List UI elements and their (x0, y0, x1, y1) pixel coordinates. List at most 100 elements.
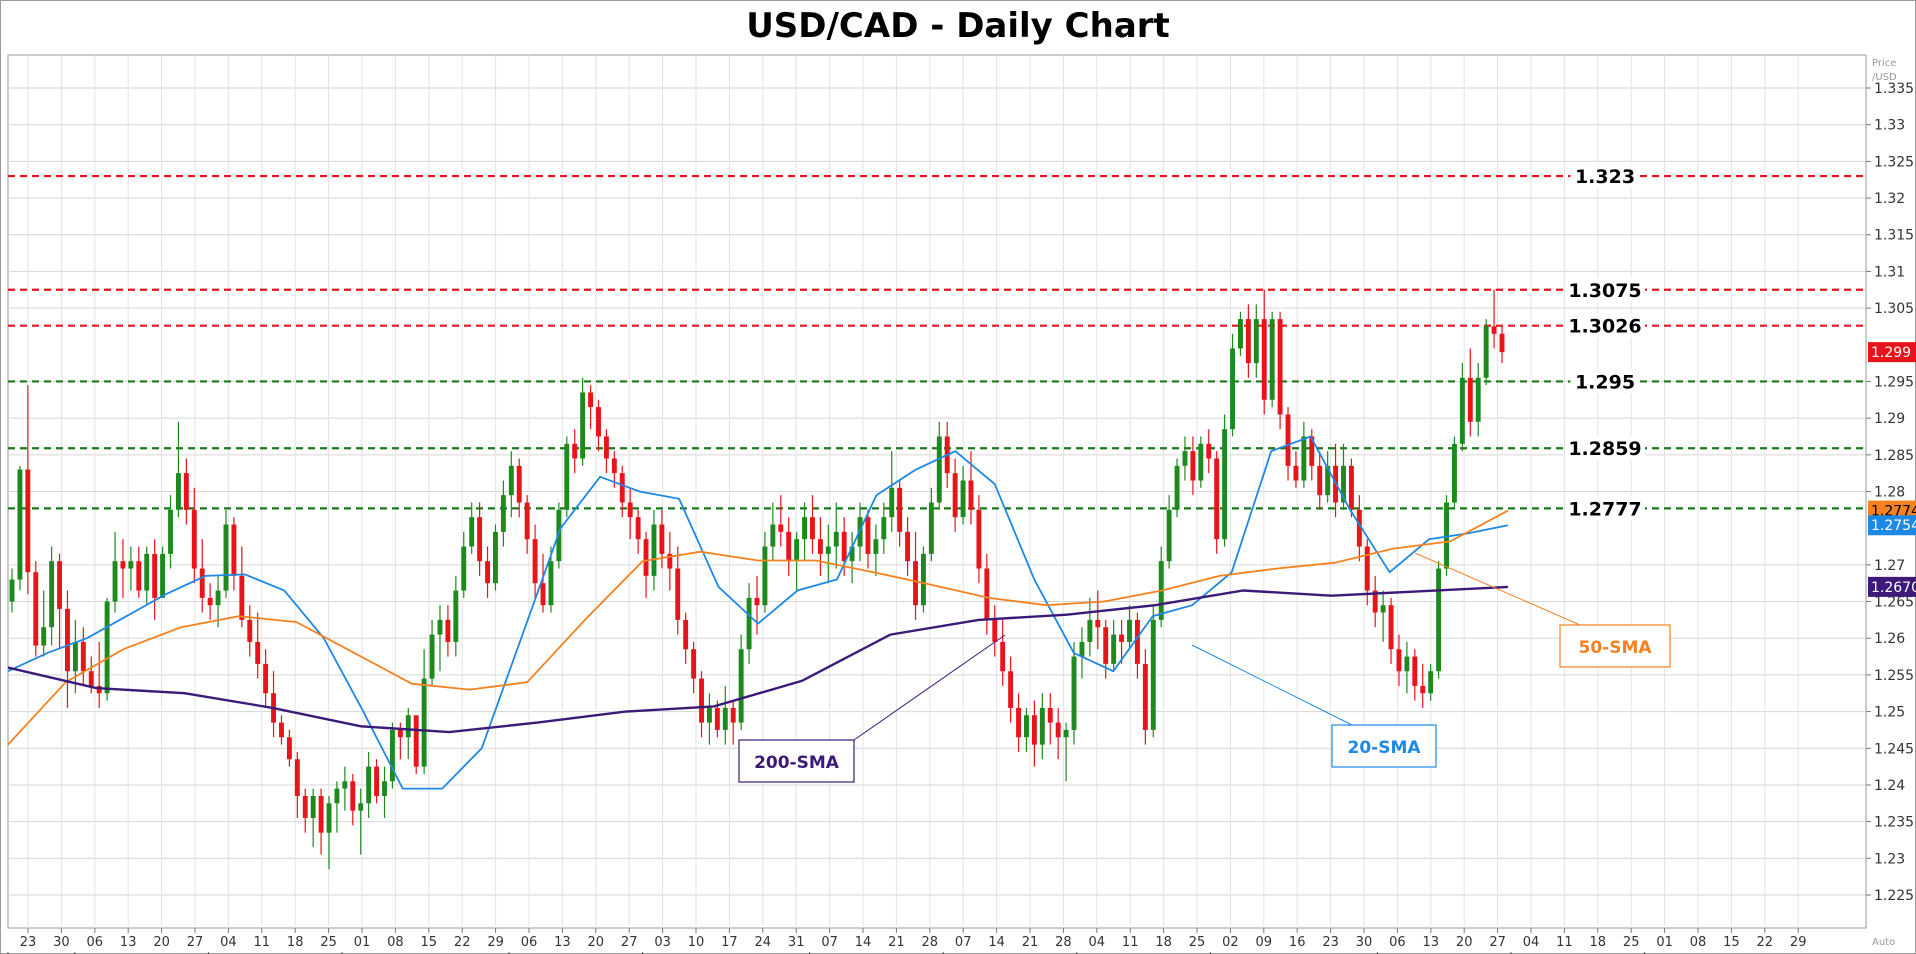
sma-line-200-sma (7, 585, 1509, 734)
candle-body (405, 715, 411, 738)
candle-body (334, 788, 340, 804)
candle-body (683, 619, 689, 650)
x-tick-label: 01 (1656, 935, 1673, 950)
y-tick-label: 1.27 (1874, 558, 1905, 574)
candle-body (500, 495, 506, 532)
candle-body (374, 766, 380, 796)
x-tick-label: 25 (320, 935, 337, 950)
x-tick-label: 29 (487, 935, 504, 950)
candle-body (976, 509, 982, 569)
candle-body (1317, 465, 1323, 496)
candle-body (350, 781, 356, 811)
y-axis-title: Price (1872, 58, 1896, 69)
x-tick-label: 20 (153, 935, 170, 950)
y-tick-label: 1.31 (1874, 264, 1905, 280)
y-tick-label: 1.225 (1874, 888, 1914, 904)
candle-body (477, 517, 483, 562)
candle-body (659, 524, 665, 554)
level-label-bg (1565, 436, 1645, 461)
candle-body (603, 436, 609, 459)
candle-body (1047, 707, 1053, 723)
candle-body (485, 561, 490, 584)
candle-body (905, 531, 911, 562)
candle-body (1055, 722, 1061, 738)
candle-body (41, 627, 47, 646)
candle-body (1428, 671, 1434, 694)
level-label-bg (1570, 369, 1640, 394)
x-tick-label: 13 (554, 935, 571, 950)
candle-body (255, 641, 261, 664)
candle-body (104, 601, 110, 694)
candle-body (382, 781, 387, 796)
y-tick-label: 1.245 (1874, 741, 1914, 757)
candle-body (611, 458, 617, 474)
candle-body (516, 465, 522, 503)
candle-body (1087, 619, 1093, 642)
candle-body (1396, 649, 1402, 672)
price-badge (1868, 515, 1916, 536)
candle-body (635, 517, 641, 540)
x-tick-label: 27 (187, 935, 204, 950)
x-tick-label: 11 (254, 935, 271, 950)
candle-body (849, 546, 855, 562)
candle-body (825, 546, 831, 554)
x-tick-label: 22 (1757, 935, 1774, 950)
candle-body (1444, 502, 1449, 569)
candle-body (1475, 377, 1481, 422)
y-tick-label: 1.285 (1874, 448, 1914, 464)
candle-body (786, 531, 792, 562)
candle-body (279, 722, 284, 738)
candle-body (746, 597, 752, 650)
candle-body (1063, 729, 1069, 738)
candle-body (9, 579, 15, 602)
candle-body (1214, 458, 1220, 540)
x-tick-label: 15 (1723, 935, 1740, 950)
candle-body (580, 392, 586, 459)
y-axis-title-unit: /USD (1872, 72, 1897, 83)
candle-body (302, 795, 308, 818)
candle-body (532, 539, 538, 584)
chart-title: USD/CAD - Daily Chart (746, 6, 1170, 46)
candle-body (667, 553, 673, 569)
x-tick-label: 06 (521, 935, 538, 950)
candle-body (1016, 707, 1021, 738)
x-tick-label: 28 (1055, 935, 1072, 950)
candle-body (508, 465, 514, 496)
annotation-label: 200-SMA (754, 753, 840, 773)
candle-body (548, 561, 554, 606)
sma-line-50-sma (7, 509, 1509, 746)
candle-body (389, 729, 395, 782)
candle-body (952, 473, 958, 518)
candle-body (596, 407, 601, 437)
candle-body (191, 509, 197, 569)
candle-body (762, 546, 768, 606)
y-tick-label: 1.32 (1874, 191, 1905, 207)
y-tick-label: 1.28 (1874, 485, 1905, 501)
level-label: 1.3075 (1568, 280, 1641, 302)
x-tick-label: 04 (1523, 935, 1540, 950)
x-tick-label: 13 (120, 935, 137, 950)
candle-body (437, 619, 443, 635)
x-tick-label: 07 (821, 935, 838, 950)
candle-body (1372, 590, 1378, 613)
candle-body (286, 737, 292, 760)
candle-body (691, 649, 697, 679)
annotation-label: 20-SMA (1347, 738, 1421, 758)
x-tick-label: 31 (788, 935, 805, 950)
candle-body (913, 561, 918, 606)
candle-body (810, 517, 815, 540)
annotation-leader (1191, 644, 1353, 726)
x-tick-label: 02 (1222, 935, 1239, 950)
candle-body (865, 517, 871, 554)
candle-body (1174, 465, 1180, 510)
y-tick-label: 1.265 (1874, 595, 1914, 611)
x-tick-label: 08 (387, 935, 404, 950)
x-tick-label: 17 (721, 935, 738, 950)
candle-body (144, 553, 150, 591)
candle-body (49, 561, 55, 628)
level-label-bg (1570, 164, 1640, 189)
candle-body (358, 803, 364, 811)
candle-body (1039, 707, 1045, 745)
candle-body (920, 553, 926, 606)
candle-body (675, 568, 681, 620)
